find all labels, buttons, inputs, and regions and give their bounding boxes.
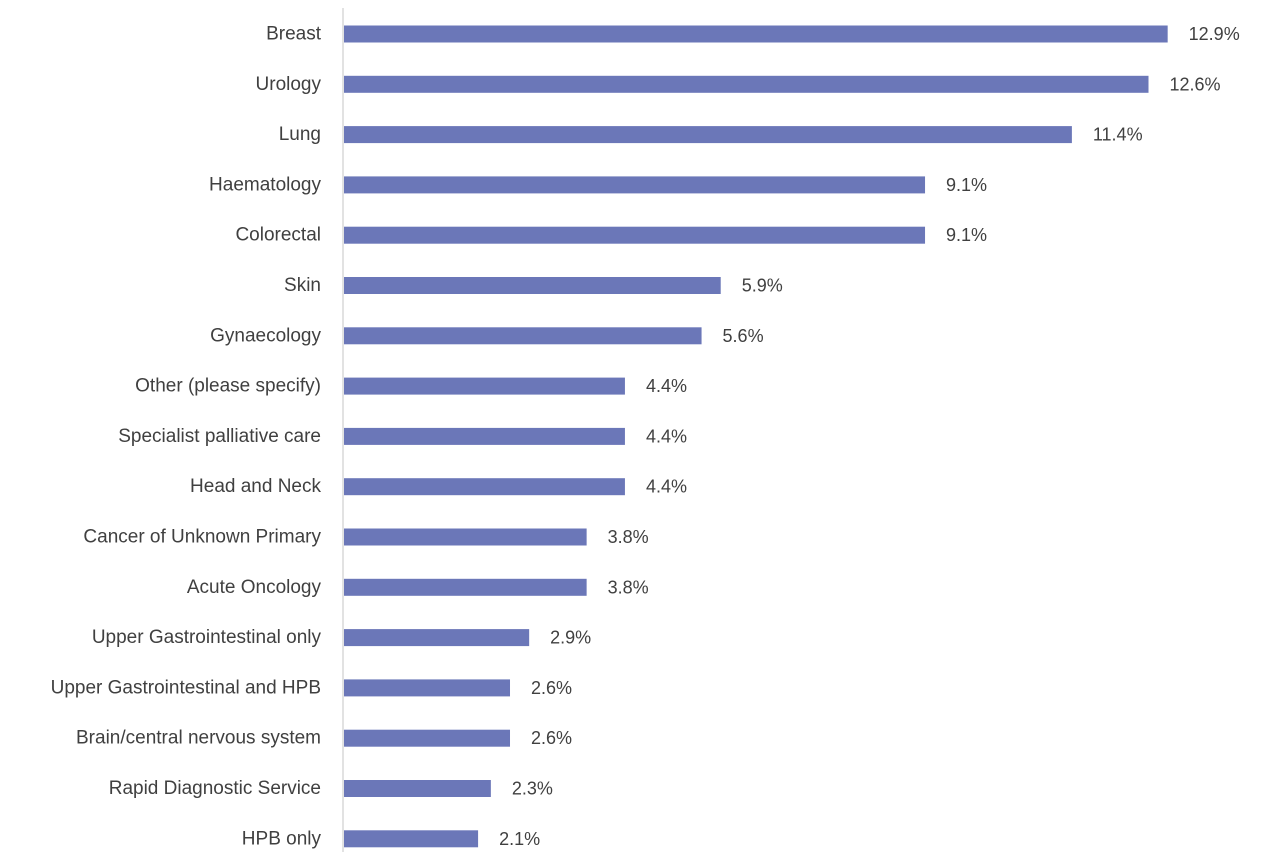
bar-row: Gynaecology 5.6% [210, 325, 763, 346]
category-label: Colorectal [235, 225, 321, 246]
data-label: 5.6% [723, 326, 764, 346]
category-label: Skin [284, 275, 321, 296]
bar-row: Haematology 9.1% [209, 174, 987, 195]
bar [344, 176, 926, 194]
bar [344, 629, 530, 647]
data-label: 5.9% [742, 276, 783, 296]
category-label: Specialist palliative care [118, 426, 321, 447]
category-label: Head and Neck [190, 476, 321, 497]
data-label: 4.4% [646, 426, 687, 446]
bar [344, 75, 1149, 93]
bar [344, 377, 625, 395]
bar-row: Cancer of Unknown Primary 3.8% [83, 527, 648, 548]
data-label: 12.9% [1189, 24, 1240, 44]
data-label: 2.3% [512, 779, 553, 799]
category-label: Urology [256, 74, 322, 95]
bar-row: Rapid Diagnostic Service 2.3% [109, 778, 553, 799]
bar [344, 780, 491, 797]
data-label: 11.4% [1093, 125, 1143, 145]
data-label: 2.6% [531, 728, 572, 748]
bar-row: Colorectal 9.1% [235, 225, 987, 246]
bar-row: HPB only 2.1% [242, 828, 540, 849]
category-label: HPB only [242, 828, 322, 849]
data-label: 2.9% [550, 628, 591, 648]
bar-row: Head and Neck 4.4% [190, 476, 687, 497]
bar-row: Brain/central nervous system 2.6% [76, 728, 572, 749]
bar-row: Acute Oncology 3.8% [187, 577, 649, 598]
bar-row: Upper Gastrointestinal and HPB 2.6% [51, 677, 572, 698]
data-label: 9.1% [946, 175, 987, 195]
bar-row: Upper Gastrointestinal only 2.9% [92, 627, 591, 648]
bar-row: Skin 5.9% [284, 275, 783, 296]
bar [344, 830, 479, 848]
bar [344, 327, 702, 345]
data-label: 2.1% [499, 829, 540, 849]
data-label: 2.6% [531, 678, 572, 698]
bar [344, 277, 721, 294]
bar [344, 578, 587, 596]
data-label: 4.4% [646, 376, 687, 396]
category-label: Upper Gastrointestinal and HPB [51, 677, 321, 698]
category-label: Rapid Diagnostic Service [109, 778, 321, 799]
category-label: Acute Oncology [187, 577, 322, 598]
bar-row: Specialist palliative care 4.4% [118, 426, 687, 447]
bar [344, 478, 625, 496]
category-label: Breast [266, 24, 322, 45]
data-label: 9.1% [946, 225, 987, 245]
data-label: 12.6% [1170, 74, 1221, 94]
data-label: 4.4% [646, 477, 687, 497]
bar-row: Lung 11.4% [279, 124, 1143, 145]
bar [344, 528, 587, 546]
bar [344, 427, 625, 445]
data-label: 3.8% [608, 527, 649, 547]
category-label: Other (please specify) [135, 376, 321, 397]
bar-row: Breast 12.9% [266, 24, 1240, 45]
data-label: 3.8% [608, 577, 649, 597]
bar-row: Other (please specify) 4.4% [135, 376, 687, 397]
category-label: Upper Gastrointestinal only [92, 627, 322, 648]
bar [344, 226, 926, 244]
bar [344, 729, 511, 747]
category-label: Brain/central nervous system [76, 728, 321, 749]
bar-row: Urology 12.6% [256, 74, 1221, 95]
category-label: Cancer of Unknown Primary [83, 527, 321, 548]
bar [344, 679, 511, 697]
category-label: Gynaecology [210, 325, 321, 346]
bar [344, 25, 1168, 43]
bar [344, 126, 1072, 144]
category-label: Haematology [209, 174, 321, 195]
category-label: Lung [279, 124, 321, 145]
